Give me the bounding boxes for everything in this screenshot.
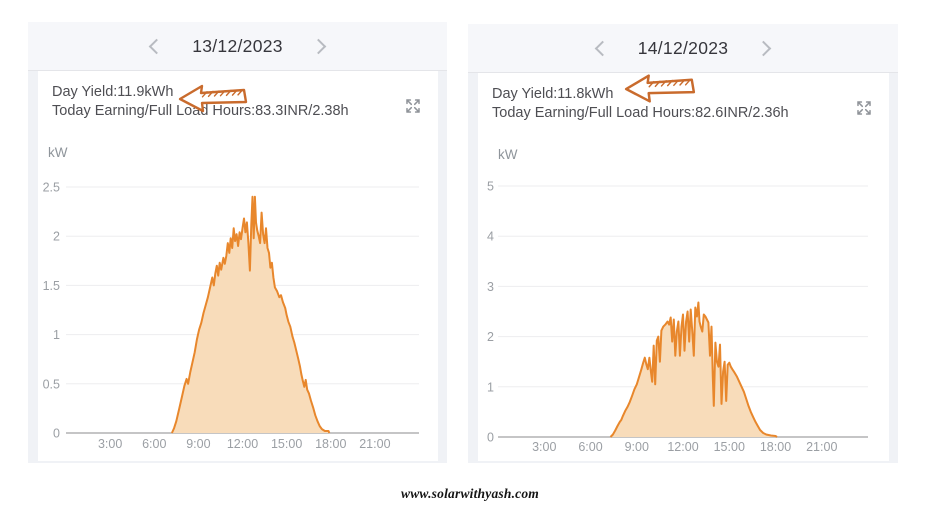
chart-panel-day1: 13/12/2023 Day Yield:11.9kWh Today Earni… [28, 22, 447, 463]
chevron-left-icon [148, 38, 165, 54]
date-navigation: 13/12/2023 [28, 22, 447, 71]
svg-text:2: 2 [53, 230, 60, 244]
svg-text:18:00: 18:00 [315, 437, 346, 451]
svg-text:6:00: 6:00 [578, 440, 602, 454]
day-yield-text: Day Yield:11.9kWh [52, 84, 174, 100]
pv-power-chart-day2[interactable]: kW 0 1 2 3 4 5 3:00 6:00 9:00 12:00 15:00 18:00 21:00 [478, 73, 889, 462]
chart-card: Day Yield:11.9kWh Today Earning/Full Loa… [38, 71, 438, 461]
next-day-button[interactable] [754, 39, 773, 58]
svg-text:1: 1 [487, 380, 494, 394]
svg-text:21:00: 21:00 [359, 437, 390, 451]
svg-text:15:00: 15:00 [271, 437, 302, 451]
svg-text:21:00: 21:00 [806, 440, 837, 454]
svg-text:1.5: 1.5 [43, 279, 60, 293]
watermark-text: www.solarwithyash.com [401, 486, 539, 501]
chart-card: Day Yield:11.8kWh Today Earning/Full Loa… [478, 73, 889, 461]
fullscreen-expand-icon [406, 99, 420, 113]
svg-text:0: 0 [487, 431, 494, 445]
previous-day-button[interactable] [593, 39, 612, 58]
svg-text:6:00: 6:00 [142, 437, 166, 451]
fullscreen-expand-icon [857, 101, 871, 115]
svg-text:15:00: 15:00 [714, 440, 745, 454]
daily-stats: Day Yield:11.8kWh Today Earning/Full Loa… [492, 85, 789, 123]
svg-text:9:00: 9:00 [625, 440, 649, 454]
svg-text:5: 5 [487, 180, 494, 194]
chevron-left-icon [594, 40, 610, 56]
chevron-right-icon [756, 40, 772, 56]
svg-text:kW: kW [48, 145, 68, 160]
svg-text:3:00: 3:00 [98, 437, 122, 451]
svg-text:2.5: 2.5 [43, 181, 60, 195]
date-navigation: 14/12/2023 [468, 24, 898, 73]
svg-text:2: 2 [487, 330, 494, 344]
date-label: 13/12/2023 [192, 35, 283, 56]
date-label: 14/12/2023 [637, 37, 729, 58]
fullscreen-expand-button[interactable] [404, 97, 422, 115]
svg-text:4: 4 [487, 230, 494, 244]
day-yield-text: Day Yield:11.8kWh [492, 86, 614, 102]
svg-text:3:00: 3:00 [532, 440, 556, 454]
svg-text:1: 1 [53, 328, 60, 342]
svg-text:12:00: 12:00 [227, 437, 258, 451]
previous-day-button[interactable] [147, 37, 166, 56]
pv-power-chart-day1[interactable]: kW 0 0.5 1 1.5 2 2.5 3:00 6:00 9:00 12:00 15:00 18:0… [38, 71, 438, 461]
svg-text:9:00: 9:00 [186, 437, 210, 451]
chevron-right-icon [310, 38, 327, 54]
fullscreen-expand-button[interactable] [855, 99, 873, 117]
next-day-button[interactable] [309, 37, 328, 56]
earning-hours-text: Today Earning/Full Load Hours:82.6INR/2.… [492, 105, 789, 121]
svg-text:0.5: 0.5 [43, 377, 60, 391]
chart-panel-day2: 14/12/2023 Day Yield:11.8kWh Today Earni… [468, 24, 898, 463]
svg-text:18:00: 18:00 [760, 440, 791, 454]
svg-text:3: 3 [487, 280, 494, 294]
svg-text:kW: kW [498, 147, 518, 162]
svg-text:12:00: 12:00 [667, 440, 698, 454]
svg-text:0: 0 [53, 427, 60, 441]
